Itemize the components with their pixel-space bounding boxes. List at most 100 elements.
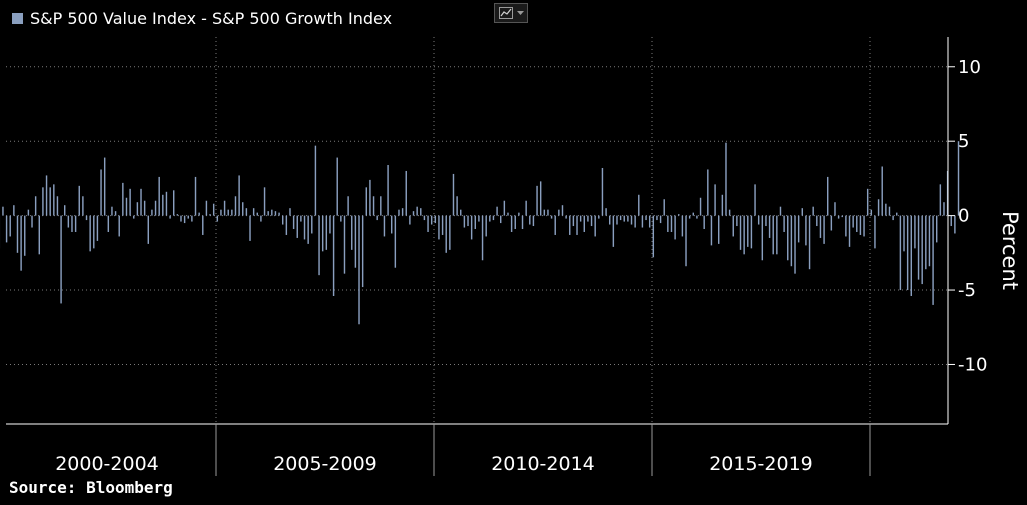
- bar: [38, 215, 40, 255]
- bar: [223, 200, 226, 216]
- bar: [470, 215, 473, 240]
- bar: [441, 215, 444, 235]
- bar: [543, 209, 546, 216]
- bar: [648, 215, 651, 228]
- bar: [13, 205, 15, 216]
- bar: [688, 215, 691, 219]
- bar: [816, 215, 818, 227]
- bar: [539, 181, 542, 216]
- bar: [343, 215, 346, 274]
- bar: [423, 215, 426, 221]
- bar: [743, 215, 745, 255]
- bar: [260, 215, 262, 222]
- bar: [703, 215, 705, 230]
- bar: [601, 167, 604, 216]
- bar: [787, 215, 789, 261]
- bar: [547, 209, 549, 216]
- bar: [372, 196, 375, 216]
- y-tick-label: 5: [958, 131, 969, 152]
- bar: [489, 215, 491, 222]
- bar: [837, 215, 840, 219]
- bar: [645, 215, 647, 221]
- bar: [881, 166, 883, 216]
- bar: [721, 194, 724, 216]
- bar: [220, 209, 222, 216]
- bar: [790, 215, 793, 267]
- bar: [34, 196, 37, 216]
- bar: [354, 215, 357, 268]
- bar: [329, 215, 331, 234]
- bar: [205, 200, 208, 216]
- bar: [245, 208, 248, 216]
- y-tick-label: -5: [958, 280, 976, 301]
- bar: [231, 209, 233, 216]
- bar: [576, 215, 578, 235]
- bar: [45, 175, 48, 216]
- bar: [289, 208, 291, 216]
- bar: [340, 215, 342, 222]
- bar: [325, 215, 328, 250]
- bar: [692, 212, 694, 216]
- bar: [776, 215, 778, 255]
- source-note: Source: Bloomberg: [9, 478, 173, 497]
- bar: [154, 200, 157, 216]
- bar: [856, 215, 858, 232]
- bar: [307, 215, 309, 244]
- bar: [747, 215, 749, 247]
- bar: [841, 215, 843, 218]
- bar: [49, 187, 51, 216]
- bar: [169, 215, 171, 219]
- bar: [896, 212, 898, 216]
- legend-label: S&P 500 Value Index - S&P 500 Growth Ind…: [30, 9, 393, 28]
- bar: [412, 211, 415, 216]
- bar: [561, 205, 564, 216]
- bar: [85, 215, 88, 221]
- bar: [805, 215, 807, 246]
- bar: [256, 212, 258, 216]
- bar: [866, 188, 869, 216]
- bar: [365, 187, 367, 216]
- bar: [463, 215, 466, 228]
- bar: [598, 215, 600, 219]
- bar: [416, 206, 418, 216]
- bar: [427, 215, 429, 232]
- bar: [638, 194, 640, 216]
- bar: [510, 215, 513, 232]
- bar: [82, 196, 84, 216]
- bar: [474, 215, 476, 230]
- bar: [496, 206, 498, 216]
- bar: [801, 208, 803, 216]
- bar: [754, 184, 756, 216]
- bar: [670, 215, 673, 232]
- bar: [728, 209, 731, 216]
- bar: [714, 184, 716, 216]
- bar: [518, 212, 520, 216]
- bar: [888, 206, 891, 216]
- line-chart-icon: [498, 7, 513, 19]
- bar: [507, 212, 509, 216]
- bar: [619, 215, 622, 221]
- bar: [376, 215, 378, 221]
- chart-type-button[interactable]: [494, 3, 528, 23]
- bar: [252, 208, 255, 216]
- legend-swatch: [12, 13, 23, 24]
- bar: [590, 215, 593, 227]
- bar: [321, 215, 324, 252]
- bar: [529, 215, 531, 225]
- bar: [74, 215, 77, 232]
- bar: [925, 215, 927, 270]
- bar: [928, 215, 931, 267]
- bar: [630, 215, 633, 225]
- bar: [957, 141, 960, 216]
- bar: [514, 215, 516, 230]
- bar: [452, 173, 455, 216]
- bar: [779, 206, 782, 216]
- bar: [932, 215, 934, 305]
- bar: [198, 212, 200, 216]
- bar: [554, 215, 556, 235]
- bar: [627, 215, 629, 222]
- bar: [914, 215, 916, 249]
- bar: [616, 215, 618, 225]
- bar: [827, 176, 829, 216]
- bar: [9, 215, 11, 237]
